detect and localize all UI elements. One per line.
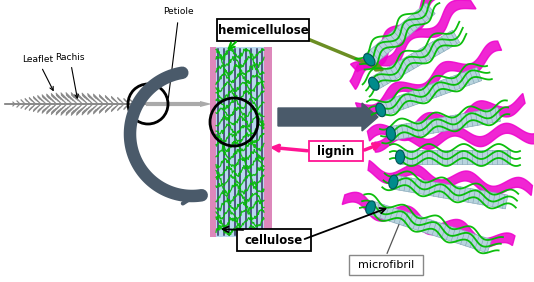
Bar	[210, 47, 216, 237]
FancyBboxPatch shape	[217, 19, 309, 41]
Polygon shape	[367, 93, 525, 141]
FancyArrow shape	[278, 103, 378, 131]
Text: lignin: lignin	[317, 144, 355, 158]
Polygon shape	[200, 101, 212, 107]
Ellipse shape	[396, 150, 404, 164]
Polygon shape	[365, 3, 435, 65]
Text: Leaflet: Leaflet	[22, 55, 53, 91]
Bar	[210, 47, 272, 237]
Text: cellulose: cellulose	[245, 233, 303, 246]
Polygon shape	[378, 67, 482, 116]
Polygon shape	[350, 0, 460, 72]
Text: microfibril: microfibril	[358, 260, 414, 270]
Polygon shape	[342, 192, 515, 248]
Text: Rachis: Rachis	[55, 53, 84, 98]
FancyBboxPatch shape	[349, 255, 423, 275]
Polygon shape	[371, 30, 460, 90]
Text: Petiole: Petiole	[163, 8, 193, 17]
Polygon shape	[400, 150, 510, 164]
Text: hemicellulose: hemicellulose	[218, 23, 308, 36]
FancyBboxPatch shape	[309, 141, 363, 161]
Ellipse shape	[376, 103, 386, 117]
Polygon shape	[350, 0, 476, 89]
Ellipse shape	[368, 77, 379, 90]
Ellipse shape	[364, 54, 375, 66]
Polygon shape	[375, 123, 534, 152]
Polygon shape	[368, 160, 532, 196]
Polygon shape	[390, 107, 500, 140]
Polygon shape	[356, 41, 501, 114]
Ellipse shape	[386, 127, 396, 140]
Ellipse shape	[366, 201, 375, 215]
Polygon shape	[368, 201, 492, 253]
Ellipse shape	[389, 175, 398, 189]
Bar	[264, 47, 272, 237]
Polygon shape	[392, 175, 508, 209]
FancyBboxPatch shape	[237, 229, 311, 251]
